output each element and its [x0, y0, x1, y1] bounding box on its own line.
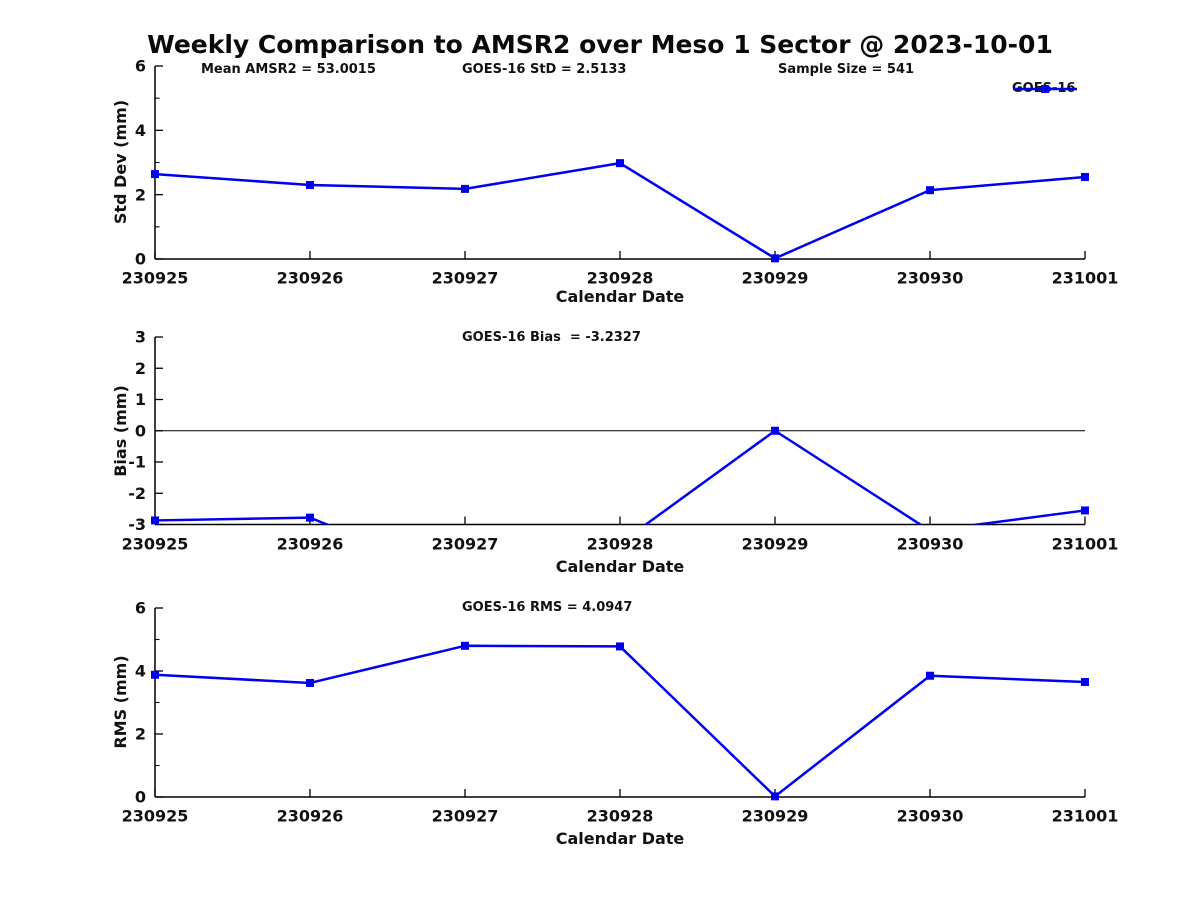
- data-point-marker: [616, 642, 624, 651]
- x-axis-label-2: Calendar Date: [555, 557, 685, 576]
- y-tick-label: -1: [128, 453, 146, 472]
- x-tick-label: 230928: [587, 269, 654, 288]
- data-point-marker: [151, 516, 159, 525]
- x-tick-label: 230926: [277, 807, 344, 826]
- y-tick-label: 3: [135, 328, 146, 347]
- data-point-marker: [1081, 506, 1089, 515]
- x-tick-label: 230929: [742, 269, 809, 288]
- x-axis-label-1: Calendar Date: [555, 287, 685, 306]
- x-tick-label: 230925: [122, 269, 189, 288]
- data-point-marker: [306, 513, 314, 522]
- x-tick-label: 230926: [277, 535, 344, 554]
- y-tick-label: 1: [135, 390, 146, 409]
- x-tick-label: 231001: [1052, 269, 1119, 288]
- y-axis-label-bias: Bias (mm): [111, 385, 130, 477]
- y-tick-label: 0: [135, 788, 146, 807]
- x-tick-label: 230930: [897, 807, 964, 826]
- data-point-marker: [771, 792, 779, 801]
- chart-title: Weekly Comparison to AMSR2 over Meso 1 S…: [147, 30, 1053, 59]
- legend: GOES-16: [1012, 81, 1077, 97]
- x-tick-label: 230928: [587, 807, 654, 826]
- data-point-marker: [306, 678, 314, 687]
- x-tick-label: 230927: [432, 269, 499, 288]
- x-tick-label: 230929: [742, 535, 809, 554]
- data-point-marker: [1081, 678, 1089, 687]
- y-tick-label: -3: [128, 515, 146, 534]
- data-point-marker: [306, 181, 314, 190]
- data-point-marker: [151, 170, 159, 179]
- y-tick-label: 6: [135, 599, 146, 618]
- data-point-marker: [151, 670, 159, 679]
- data-point-marker: [926, 671, 934, 680]
- x-tick-label: 230926: [277, 269, 344, 288]
- annotation-goes16-rms: GOES-16 RMS = 4.0947: [462, 600, 633, 615]
- y-axis-label-std-dev: Std Dev (mm): [111, 99, 130, 225]
- data-point-marker: [771, 254, 779, 263]
- data-point-marker: [771, 426, 779, 435]
- data-point-marker: [461, 184, 469, 193]
- x-tick-label: 231001: [1052, 535, 1119, 554]
- y-tick-label: 2: [135, 359, 146, 378]
- y-tick-label: 4: [135, 121, 146, 140]
- y-axis-label-rms: RMS (mm): [111, 655, 130, 749]
- x-tick-label: 230927: [432, 535, 499, 554]
- y-tick-label: 6: [135, 57, 146, 76]
- data-line-goes-16: [153, 644, 1087, 798]
- y-tick-label: 0: [135, 250, 146, 269]
- x-tick-label: 230925: [122, 535, 189, 554]
- x-tick-label: 230930: [897, 269, 964, 288]
- annotation-mean-amsr2: Mean AMSR2 = 53.0015: [201, 62, 376, 77]
- data-point-marker: [1081, 172, 1089, 181]
- x-tick-label: 231001: [1052, 807, 1119, 826]
- y-tick-label: 4: [135, 662, 146, 681]
- legend-line-icon: [1013, 85, 1077, 93]
- x-tick-label: 230928: [587, 535, 654, 554]
- y-tick-label: 2: [135, 185, 146, 204]
- annotation-sample-size: Sample Size = 541: [778, 62, 915, 77]
- x-axis-label-3: Calendar Date: [555, 829, 685, 848]
- x-tick-label: 230927: [432, 807, 499, 826]
- x-tick-label: 230930: [897, 535, 964, 554]
- data-line-goes-16: [153, 161, 1087, 260]
- data-point-marker: [461, 641, 469, 650]
- y-tick-label: -2: [128, 484, 146, 503]
- y-tick-label: 0: [135, 421, 146, 440]
- data-point-marker: [616, 159, 624, 168]
- y-tick-label: 2: [135, 725, 146, 744]
- data-point-marker: [926, 186, 934, 195]
- annotation-goes16-bias: GOES-16 Bias = -3.2327: [462, 330, 641, 345]
- x-tick-label: 230925: [122, 807, 189, 826]
- x-tick-label: 230929: [742, 807, 809, 826]
- annotation-goes16-std: GOES-16 StD = 2.5133: [462, 62, 627, 77]
